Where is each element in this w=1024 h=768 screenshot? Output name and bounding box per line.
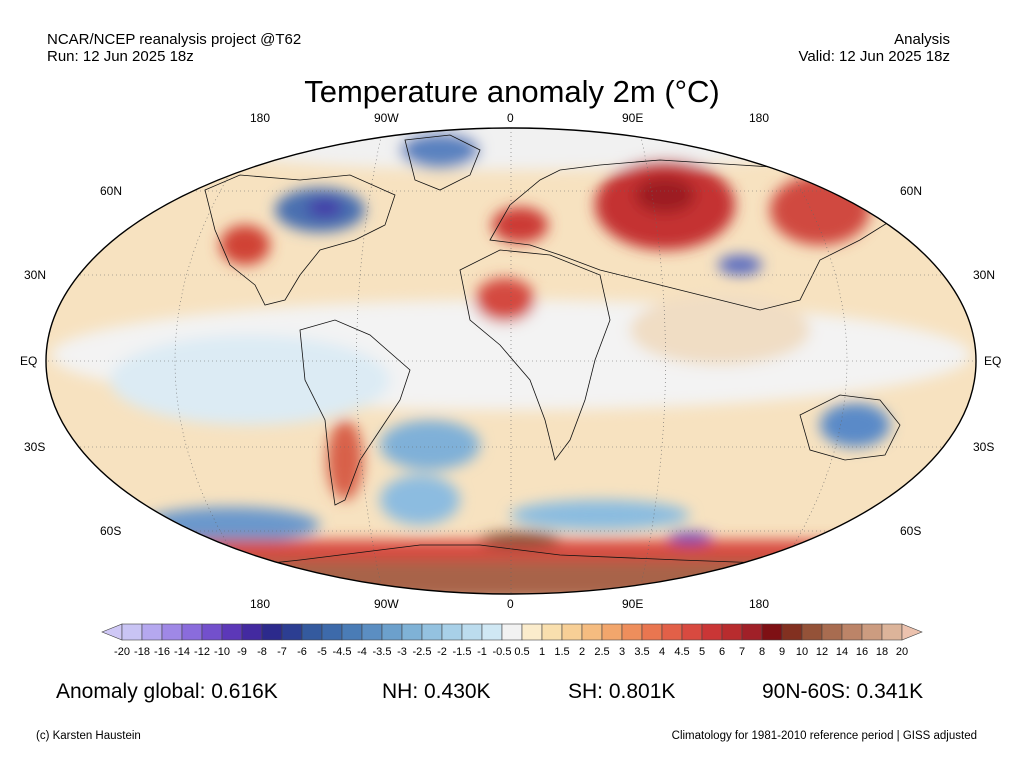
stat-sh: SH: 0.801K [568,680,676,703]
colorbar-tick-label: -1.5 [452,646,472,658]
lat-label-right-eq: EQ [984,354,1002,368]
colorbar-tick-label: -3 [397,646,407,658]
colorbar-tick-label: 4 [658,646,666,658]
colorbar-tick-label: -12 [194,646,210,658]
lat-label-left-60s: 60S [100,524,122,538]
lon-label-bottom-90w: 90W [374,597,399,611]
lat-label-right-30n: 30N [973,268,996,282]
colorbar-tick-label: -9 [237,646,247,658]
coastlines [159,134,921,576]
colorbar-tick-label: 14 [835,646,849,658]
run-label: Run: 12 Jun 2025 18z [47,48,194,65]
stat-arctic: 90N-60S: 0.341K [762,680,924,703]
colorbar-tick-label: 16 [855,646,869,658]
colorbar-tick-label: 9 [778,646,786,658]
colorbar-tick-label: 6 [718,646,726,658]
lat-label-left-60n: 60N [100,184,123,198]
lon-label-top-180w: 180 [250,111,271,125]
lon-label-bottom-180e: 180 [749,597,770,611]
colorbar-tick-label: -1 [477,646,487,658]
stat-global: Anomaly global: 0.616K [56,680,278,703]
lat-label-left-30s: 30S [24,440,46,454]
colorbar-tick-label: -10 [214,646,230,658]
lon-label-top-0: 0 [507,111,514,125]
lon-label-bottom-0: 0 [507,597,514,611]
colorbar-tick-label: -7 [277,646,287,658]
colorbar-tick-label: 20 [895,646,909,658]
colorbar-tick-label: -0.5 [492,646,512,658]
colorbar-tick-label: 3 [618,646,626,658]
colorbar-tick-label: -6 [297,646,307,658]
colorbar-tick-label: -18 [134,646,150,658]
colorbar-tick-label: 1.5 [554,646,570,658]
lon-label-bottom-180w: 180 [250,597,271,611]
colorbar-tick-label: 2 [578,646,586,658]
colorbar-tick-label: -2 [437,646,447,658]
lon-label-top-180e: 180 [749,111,770,125]
colorbar-tick-label: 0.5 [514,646,530,658]
colorbar-tick-label: 18 [875,646,889,658]
colorbar-tick-label: -8 [257,646,267,658]
colorbar-tick-label: -3.5 [372,646,392,658]
lat-label-right-30s: 30S [973,440,995,454]
colorbar-tick-label: 5 [698,646,706,658]
colorbar-tick-label: -20 [114,646,130,658]
stat-nh: NH: 0.430K [382,680,491,703]
colorbar-tick-label: 2.5 [594,646,610,658]
analysis-label: Analysis [894,31,950,48]
lat-label-right-60s: 60S [900,524,922,538]
map-title: Temperature anomaly 2m (°C) [304,74,720,109]
lon-label-top-90w: 90W [374,111,399,125]
lon-label-bottom-90e: 90E [622,597,644,611]
colorbar-tick-label: 1 [538,646,546,658]
graticule [46,128,976,594]
colorbar-tick-label: 12 [815,646,829,658]
colorbar-tick-label: -5 [317,646,327,658]
credit-label: (c) Karsten Haustein [36,730,141,742]
lat-label-left-eq: EQ [20,354,38,368]
colorbar-tick-label: -4.5 [332,646,352,658]
colorbar-tick-label: 10 [795,646,809,658]
lat-label-left-30n: 30N [24,268,47,282]
source-label: NCAR/NCEP reanalysis project @T62 [47,31,302,48]
colorbar-tick-label: 4.5 [674,646,690,658]
globe-outline [45,127,977,595]
colorbar-tick-label: -16 [154,646,170,658]
lat-label-right-60n: 60N [900,184,923,198]
lon-label-top-90e: 90E [622,111,644,125]
map-field [46,128,976,594]
climatology-note: Climatology for 1981-2010 reference peri… [671,730,977,742]
colorbar-tick-label: -14 [174,646,190,658]
colorbar-tick-label: 7 [738,646,746,658]
colorbar-tick-label: -4 [357,646,367,658]
colorbar-tick-label: 3.5 [634,646,650,658]
valid-label: Valid: 12 Jun 2025 18z [798,48,950,65]
colorbar-tick-label: 8 [758,646,766,658]
colorbar-tick-label: -2.5 [412,646,432,658]
